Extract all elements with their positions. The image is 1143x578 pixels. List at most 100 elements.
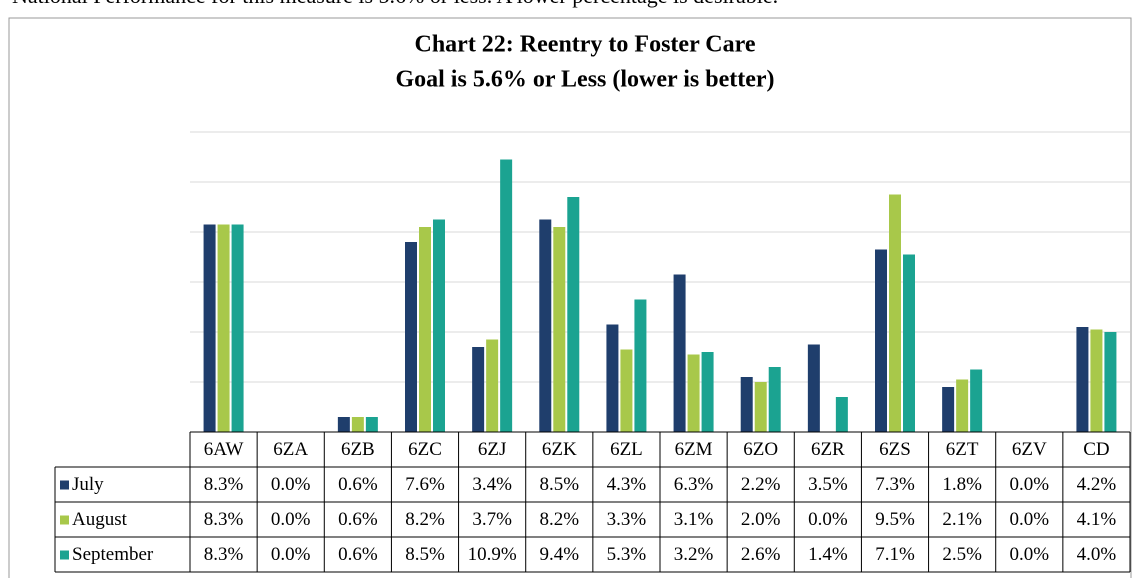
data-label: 3.5% <box>808 474 848 495</box>
bar <box>768 367 781 432</box>
data-label: 8.3% <box>204 474 244 495</box>
legend-swatch <box>60 515 69 525</box>
data-label: 0.6% <box>338 509 378 530</box>
data-label: 0.0% <box>1009 544 1049 565</box>
data-label: 2.6% <box>741 544 781 565</box>
data-label: 2.1% <box>942 509 982 530</box>
x-tick-label: 6ZK <box>542 439 577 460</box>
chart-border <box>8 17 1132 578</box>
bar <box>1090 329 1103 432</box>
data-label: 7.6% <box>405 474 445 495</box>
bar <box>701 352 714 432</box>
bar <box>740 377 753 432</box>
data-label: 3.3% <box>607 509 647 530</box>
x-tick-label: 6ZT <box>946 439 979 460</box>
x-tick-label: 6ZM <box>675 439 713 460</box>
legend-label: July <box>72 474 104 495</box>
bar <box>634 299 647 432</box>
legend-swatch <box>60 480 69 490</box>
data-label: 8.2% <box>405 509 445 530</box>
legend-label: September <box>72 544 154 565</box>
data-label: 1.8% <box>942 474 982 495</box>
x-tick-label: 6ZO <box>743 439 778 460</box>
x-tick-label: 6AW <box>204 439 244 460</box>
data-label: 7.3% <box>875 474 915 495</box>
data-label: 3.2% <box>674 544 714 565</box>
bar <box>875 249 887 432</box>
data-label: 8.5% <box>539 474 579 495</box>
data-label: 1.4% <box>808 544 848 565</box>
data-label: 4.3% <box>607 474 647 495</box>
bar <box>217 224 230 432</box>
bar <box>687 354 700 432</box>
x-tick-label: 6ZB <box>341 439 375 460</box>
data-label: 8.2% <box>539 509 579 530</box>
bar <box>553 227 566 432</box>
bar <box>889 194 901 432</box>
data-label: 4.1% <box>1077 509 1117 530</box>
data-label: 8.3% <box>204 509 244 530</box>
bar <box>351 417 364 432</box>
data-label: 4.0% <box>1077 544 1117 565</box>
bar <box>433 219 445 432</box>
x-tick-label: 6ZJ <box>478 439 507 460</box>
data-label: 0.0% <box>808 509 848 530</box>
x-tick-label: 6ZA <box>273 439 308 460</box>
bar <box>620 349 633 432</box>
data-label: 8.3% <box>204 544 244 565</box>
x-tick-label: 6ZL <box>610 439 643 460</box>
bar <box>903 254 915 432</box>
bar <box>1076 327 1089 432</box>
bar <box>539 219 552 432</box>
bar <box>606 324 619 432</box>
bar <box>1104 332 1117 432</box>
data-label: 0.0% <box>1009 509 1049 530</box>
x-tick-label: 6ZS <box>879 439 911 460</box>
x-tick-label: CD <box>1083 439 1109 460</box>
x-tick-label: 6ZR <box>811 439 845 460</box>
x-tick-label: 6ZV <box>1012 439 1047 460</box>
bar <box>567 197 580 432</box>
bar <box>942 387 955 432</box>
data-label: 3.4% <box>472 474 512 495</box>
data-label: 7.1% <box>875 544 915 565</box>
data-label: 2.5% <box>942 544 982 565</box>
bar <box>203 224 216 432</box>
bar <box>673 274 686 432</box>
data-label: 9.5% <box>875 509 915 530</box>
bar <box>807 344 820 432</box>
bar <box>365 417 378 432</box>
data-label: 0.0% <box>271 509 311 530</box>
data-label: 2.0% <box>741 509 781 530</box>
bar <box>472 347 485 432</box>
chart-subtitle: Goal is 5.6% or Less (lower is better) <box>395 67 774 93</box>
bar <box>419 227 431 432</box>
bar <box>231 224 244 432</box>
data-label: 8.5% <box>405 544 445 565</box>
bar <box>405 242 417 432</box>
chart-title: Chart 22: Reentry to Foster Care <box>414 32 755 58</box>
bar <box>754 382 767 432</box>
bar <box>970 369 983 432</box>
data-label: 0.0% <box>271 474 311 495</box>
data-label: 0.6% <box>338 544 378 565</box>
bar <box>500 159 513 432</box>
x-tick-label: 6ZC <box>408 439 442 460</box>
bar <box>835 397 848 432</box>
data-label: 0.0% <box>1009 474 1049 495</box>
bar <box>956 379 969 432</box>
data-label: 4.2% <box>1077 474 1117 495</box>
data-label: 10.9% <box>468 544 517 565</box>
data-label: 2.2% <box>741 474 781 495</box>
data-label: 5.3% <box>607 544 647 565</box>
data-label: 3.7% <box>472 509 512 530</box>
data-label: 0.6% <box>338 474 378 495</box>
note: National Performance for this measure is… <box>12 0 778 8</box>
legend-label: August <box>72 509 128 530</box>
legend-swatch <box>60 550 69 560</box>
bar <box>486 339 499 432</box>
data-label: 3.1% <box>674 509 714 530</box>
data-label: 0.0% <box>271 544 311 565</box>
bar <box>337 417 350 432</box>
